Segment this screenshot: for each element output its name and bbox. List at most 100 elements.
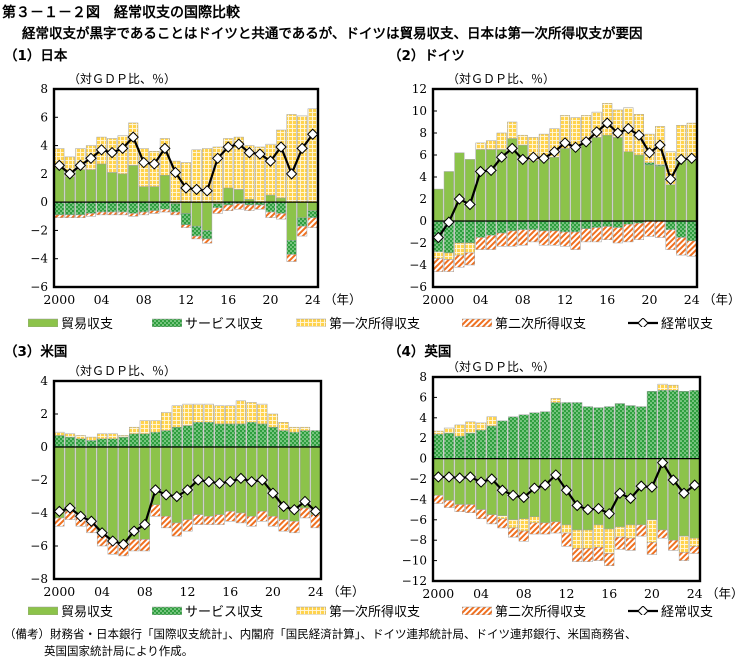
bar-services-2012 [561, 402, 572, 459]
current-account-point-2003 [85, 515, 98, 527]
y-tick-label: 8 [419, 370, 427, 384]
current-account-point-2018 [245, 475, 258, 488]
bar-services-2023 [297, 217, 308, 227]
bar-trade-2007 [128, 165, 139, 203]
bar-services-2011 [171, 426, 182, 448]
current-account-point-2011 [169, 166, 182, 179]
bar-secondary_income-2000 [433, 258, 444, 272]
bar-primary_income-2021 [278, 422, 289, 431]
y-tick-label: 6 [419, 148, 427, 162]
bar-services-2022 [289, 431, 300, 448]
current-account-point-2011 [550, 469, 562, 481]
current-account-point-2005 [486, 473, 498, 485]
current-account-point-2013 [571, 499, 583, 512]
bar-primary_income-2007 [507, 121, 518, 139]
bar-trade-2004 [96, 446, 108, 535]
x-tick-label: 08 [136, 292, 152, 307]
bar-primary_income-2014 [203, 403, 214, 423]
bar-primary_income-2023 [299, 426, 311, 431]
bar-trade-2023 [676, 159, 687, 222]
current-account-point-2010 [159, 142, 171, 155]
unit-label: （対ＧＤＰ比、％） [68, 72, 176, 86]
bar-primary_income-2020 [265, 143, 276, 196]
x-axis-label: （年） [324, 292, 362, 307]
bar-primary_income-2008 [517, 134, 528, 146]
x-tick-label: 04 [94, 584, 110, 599]
current-account-point-2000 [53, 505, 66, 518]
current-account-point-2014 [580, 136, 592, 148]
bar-secondary_income-2023 [297, 225, 308, 237]
current-account-point-2022 [285, 168, 298, 180]
bar-primary_income-2015 [593, 524, 604, 548]
bar-secondary_income-2021 [655, 220, 666, 238]
current-account-point-2018 [624, 492, 637, 505]
bar-secondary_income-2008 [518, 530, 529, 542]
bar-secondary_income-2022 [668, 539, 679, 551]
y-tick-label: 4 [419, 411, 427, 425]
bar-trade-2010 [161, 446, 172, 517]
bar-secondary_income-2009 [528, 229, 539, 243]
bar-services-2020 [644, 162, 655, 166]
bar-secondary_income-2005 [486, 235, 497, 250]
bar-services-2012 [182, 425, 193, 448]
bar-trade-2019 [633, 154, 644, 222]
x-tick-label: 16 [601, 586, 617, 601]
bar-secondary_income-2008 [139, 539, 150, 552]
current-account-point-2019 [635, 480, 647, 492]
bar-trade-2022 [665, 184, 676, 222]
current-account-point-2010 [538, 152, 550, 165]
bar-primary_income-2016 [225, 405, 236, 425]
bar-primary_income-2024 [689, 537, 700, 547]
current-account-point-2005 [485, 164, 497, 177]
legend-label: 第二次所得収支 [495, 605, 587, 620]
bar-secondary_income-2013 [191, 235, 202, 240]
bar-secondary_income-2022 [665, 229, 676, 250]
bar-trade-2002 [454, 152, 465, 222]
bar-services-2014 [203, 422, 214, 448]
bar-primary_income-2022 [286, 114, 297, 203]
bar-secondary_income-2020 [265, 211, 276, 218]
bar-primary_income-2004 [96, 433, 108, 439]
current-account-point-2016 [224, 475, 236, 488]
bar-primary_income-2016 [604, 528, 615, 554]
notes-line-2: 英国国家統計局により作成。 [44, 644, 194, 658]
bar-primary_income-2000 [433, 430, 444, 435]
plot-frame [52, 379, 323, 581]
bar-services-2001 [64, 201, 75, 216]
bar-primary_income-2018 [246, 402, 257, 423]
bar-secondary_income-2016 [225, 511, 236, 522]
bar-primary_income-2000 [433, 251, 444, 259]
bar-primary_income-2006 [117, 135, 128, 175]
bar-services-2013 [572, 402, 583, 459]
x-tick-label: 16 [220, 292, 236, 307]
y-tick-label: −4 [30, 506, 48, 520]
bar-services-2000 [54, 201, 65, 216]
y-tick-label: 8 [40, 82, 48, 96]
bar-secondary_income-2014 [202, 238, 213, 244]
bar-services-2006 [117, 201, 128, 213]
bar-primary_income-2004 [475, 142, 486, 150]
y-tick-label: −6 [409, 280, 427, 294]
bar-trade-2021 [276, 197, 287, 203]
bar-secondary_income-2013 [193, 514, 204, 525]
bar-services-2009 [149, 201, 160, 211]
bar-secondary_income-2006 [496, 232, 507, 247]
legend-label: 第一次所得収支 [329, 317, 421, 332]
bar-secondary_income-2016 [604, 553, 615, 566]
y-tick-label: 2 [419, 192, 427, 206]
bar-trade-2012 [180, 201, 192, 214]
x-tick-label: 04 [94, 292, 110, 307]
bar-secondary_income-2024 [689, 546, 700, 554]
bar-services-2013 [191, 225, 202, 237]
x-tick-label: 24 [684, 292, 700, 307]
current-account-point-2019 [633, 129, 645, 141]
bar-services-2011 [549, 220, 560, 232]
bar-services-2024 [307, 210, 318, 218]
current-account-point-2001 [64, 502, 76, 514]
x-tick-label: 04 [473, 292, 489, 307]
bar-secondary_income-2011 [549, 230, 560, 246]
current-account-point-2002 [453, 193, 466, 205]
current-account-point-2010 [160, 489, 172, 501]
